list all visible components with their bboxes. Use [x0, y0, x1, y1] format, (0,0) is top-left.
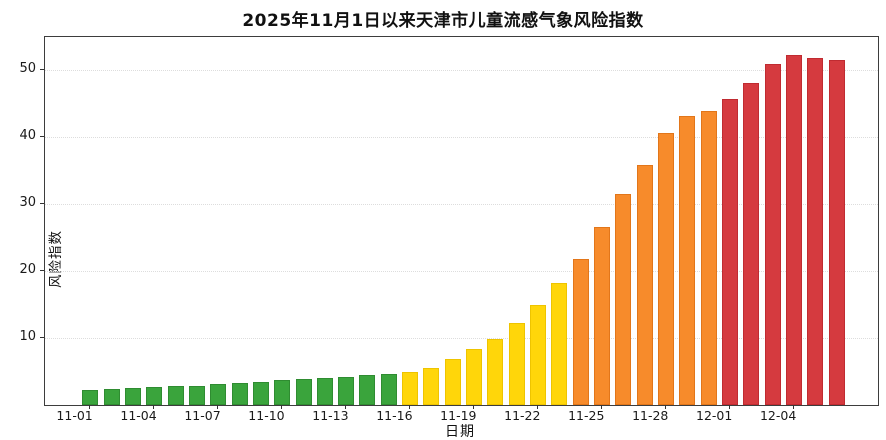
x-tick-mark	[792, 405, 794, 409]
bar-11-13	[338, 376, 355, 405]
y-gridline	[45, 70, 878, 72]
bar-12-04	[785, 55, 802, 405]
x-tick-mark	[281, 405, 283, 409]
bar-11-08	[231, 382, 248, 405]
bar-11-06	[188, 385, 205, 405]
bar-11-22	[530, 304, 547, 405]
x-tick-mark	[409, 405, 411, 409]
bar-11-17	[423, 368, 440, 405]
y-tick-mark	[40, 69, 44, 71]
bar-11-15	[380, 373, 397, 405]
x-tick-label: 11-28	[632, 408, 669, 423]
bar-12-05	[807, 58, 824, 405]
x-tick-mark	[664, 405, 666, 409]
x-tick-mark	[89, 405, 91, 409]
plot-area: 风险指数	[44, 36, 879, 406]
bar-12-02	[743, 82, 760, 405]
y-tick-mark	[40, 270, 44, 272]
bar-11-21	[508, 323, 525, 405]
bar-11-01	[82, 389, 99, 405]
bar-11-25	[593, 227, 610, 405]
x-tick-label: 11-04	[120, 408, 157, 423]
y-gridline	[45, 338, 878, 340]
bar-11-20	[487, 339, 504, 405]
x-axis-label: 日期	[445, 424, 475, 440]
x-tick-mark	[153, 405, 155, 409]
y-tick-label: 30	[19, 195, 36, 211]
bar-11-07	[210, 384, 227, 405]
bar-11-28	[657, 132, 674, 405]
y-tick-mark	[40, 203, 44, 205]
x-tick-label: 12-04	[759, 408, 797, 423]
y-tick-label: 10	[19, 329, 36, 345]
bar-11-05	[167, 386, 184, 405]
x-tick-label: 11-13	[312, 408, 349, 423]
bar-11-12	[316, 377, 333, 405]
x-tick-mark	[728, 405, 730, 409]
bar-11-16	[402, 372, 419, 405]
bar-11-19	[466, 349, 483, 405]
bar-11-30	[700, 111, 717, 405]
chart-title: 2025年11月1日以来天津市儿童流感气象风险指数	[242, 11, 644, 31]
y-tick-mark	[40, 337, 44, 339]
bar-11-02	[103, 388, 120, 405]
y-gridline	[45, 137, 878, 139]
bar-11-29	[679, 115, 696, 405]
bar-11-04	[146, 386, 163, 405]
bar-11-27	[636, 165, 653, 405]
y-tick-label: 50	[19, 61, 36, 77]
x-tick-mark	[473, 405, 475, 409]
y-tick-label: 40	[19, 128, 36, 144]
bar-11-09	[252, 381, 269, 405]
bar-11-03	[124, 388, 141, 405]
bar-12-03	[764, 64, 781, 405]
y-gridline	[45, 204, 878, 206]
bar-11-23	[551, 282, 568, 405]
x-tick-label: 11-22	[504, 408, 541, 423]
bar-12-01	[721, 99, 738, 405]
x-tick-label: 12-01	[696, 408, 733, 423]
x-tick-mark	[600, 405, 602, 409]
bar-11-10	[274, 379, 291, 405]
bar-11-18	[444, 358, 461, 405]
x-tick-mark	[217, 405, 219, 409]
x-tick-mark	[537, 405, 539, 409]
bar-11-26	[615, 194, 632, 405]
x-tick-mark	[345, 405, 347, 409]
bar-12-06	[828, 60, 845, 405]
x-tick-label: 11-16	[376, 408, 413, 423]
bar-11-24	[572, 259, 589, 405]
y-tick-label: 20	[19, 262, 36, 278]
y-axis-label: 风险指数	[48, 230, 64, 288]
y-gridline	[45, 271, 878, 273]
bar-11-11	[295, 378, 312, 405]
x-tick-label: 11-25	[568, 408, 605, 423]
x-tick-label: 11-19	[440, 408, 477, 423]
bar-11-14	[359, 374, 376, 405]
x-tick-label: 11-01	[56, 408, 93, 423]
x-tick-label: 11-10	[248, 408, 285, 423]
y-tick-mark	[40, 136, 44, 138]
x-tick-label: 11-07	[184, 408, 221, 423]
